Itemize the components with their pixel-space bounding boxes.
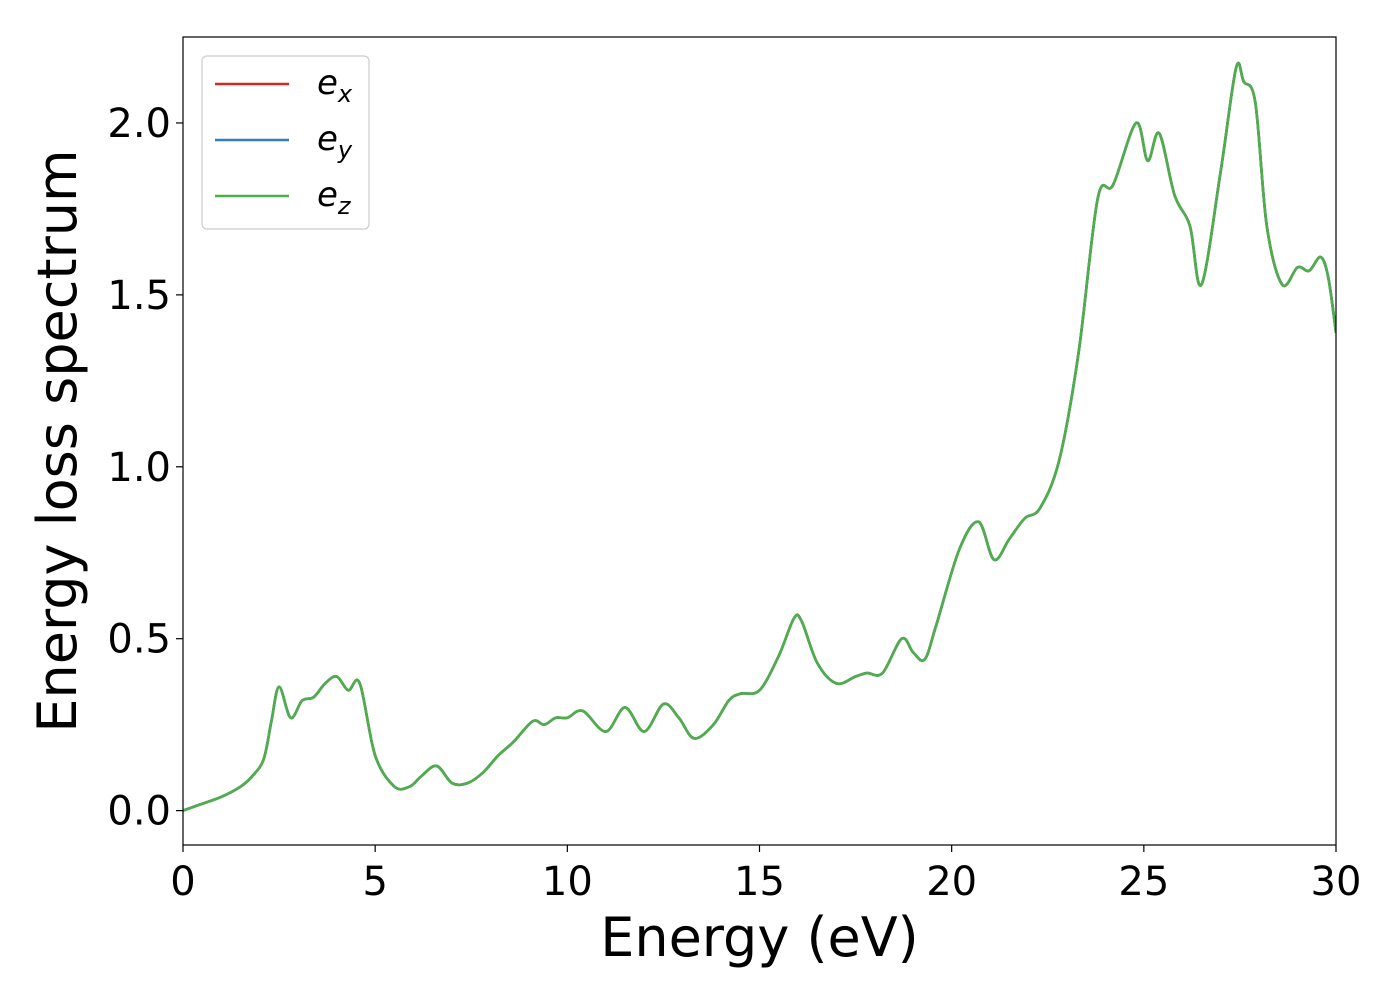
x-axis: 0 5 10 15 20 25 30 <box>170 845 1361 905</box>
legend-entry-ez: ez <box>317 175 352 220</box>
y-tick-label: 2.0 <box>107 101 171 147</box>
x-tick-label: 5 <box>362 859 387 905</box>
x-tick-label: 25 <box>1118 859 1169 905</box>
legend-box <box>201 55 370 230</box>
legend-entry-ey: ey <box>317 119 353 164</box>
y-tick-label: 0.0 <box>107 789 171 835</box>
y-tick-label: 0.5 <box>107 617 171 663</box>
x-tick-label: 0 <box>170 859 195 905</box>
y-axis: 0.0 0.5 1.0 1.5 2.0 <box>107 101 183 835</box>
x-axis-title: Energy (eV) <box>600 906 919 969</box>
x-tick-label: 20 <box>926 859 977 905</box>
y-tick-label: 1.0 <box>107 445 171 491</box>
legend: ex ey ez <box>201 55 370 230</box>
y-axis-title: Energy loss spectrum <box>26 149 89 732</box>
x-tick-label: 15 <box>734 859 785 905</box>
legend-entry-ex: ex <box>317 63 353 108</box>
series-ez-line <box>183 61 1336 812</box>
series-layer <box>183 61 1336 812</box>
x-tick-label: 30 <box>1311 859 1362 905</box>
x-tick-label: 10 <box>542 859 593 905</box>
y-tick-label: 1.5 <box>107 273 171 319</box>
